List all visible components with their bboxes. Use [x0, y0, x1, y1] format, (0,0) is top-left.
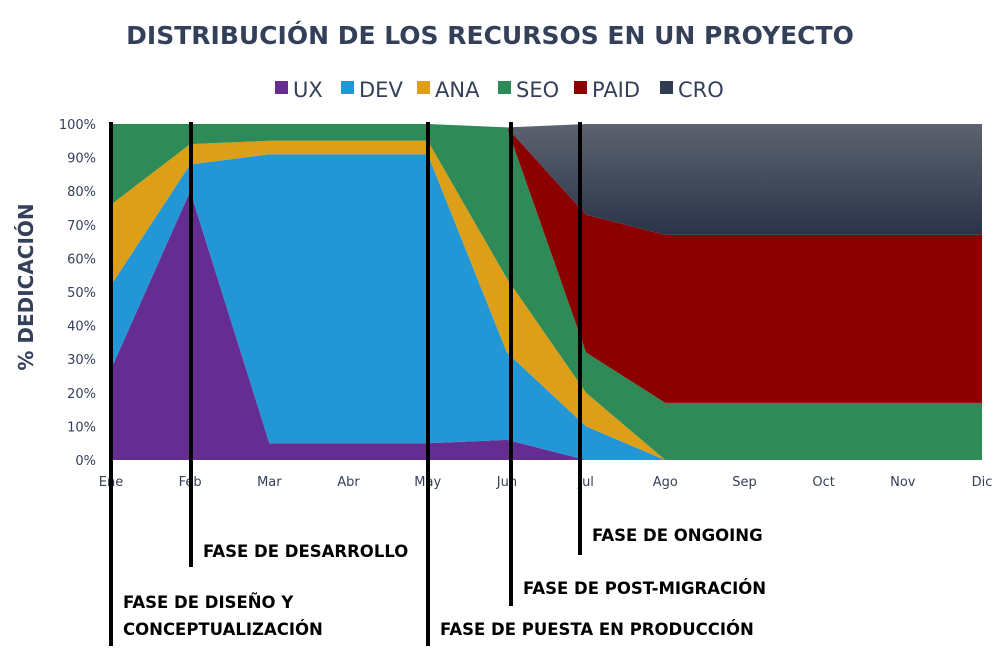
- x-tick-label: Abr: [337, 475, 360, 490]
- phase-markers: FASE DE DISEÑO Y CONCEPTUALIZACIÓN FASE DE…: [109, 122, 766, 646]
- phase-label: FASE DE POST-MIGRACIÓN: [523, 579, 766, 598]
- y-tick-label: 100%: [59, 118, 96, 133]
- phase-label: CONCEPTUALIZACIÓN: [123, 620, 323, 639]
- x-tick-label: Jun: [496, 475, 517, 490]
- phase-label: FASE DE DESARROLLO: [203, 542, 408, 561]
- y-tick-label: 20%: [67, 387, 96, 402]
- phase-label: FASE DE PUESTA EN PRODUCCIÓN: [440, 620, 754, 639]
- x-tick-label: Nov: [890, 475, 916, 490]
- stacked-areas: [111, 124, 982, 461]
- y-tick-label: 90%: [67, 152, 96, 167]
- chart-title: DISTRIBUCIÓN DE LOS RECURSOS EN UN PROYE…: [126, 20, 854, 50]
- phase-label: FASE DE DISEÑO Y: [123, 593, 294, 612]
- y-tick-label: 30%: [67, 353, 96, 368]
- y-tick-label: 60%: [67, 252, 96, 267]
- area-seo: [111, 124, 982, 460]
- area-ux: [111, 191, 982, 460]
- legend-label-dev: DEV: [359, 78, 403, 102]
- legend: UX DEV ANA SEO PAID CRO: [275, 78, 724, 102]
- x-tick-label: Dic: [972, 475, 993, 490]
- legend-swatch-ana: [417, 81, 430, 94]
- x-tick-label: Sep: [732, 475, 757, 490]
- y-tick-label: 0%: [75, 454, 96, 469]
- y-tick-label: 10%: [67, 420, 96, 435]
- y-tick-label: 50%: [67, 286, 96, 301]
- x-tick-label: Ago: [653, 475, 678, 490]
- area-cro: [111, 124, 982, 235]
- legend-label-ux: UX: [293, 78, 323, 102]
- legend-swatch-seo: [498, 81, 511, 94]
- y-tick-label: 70%: [67, 219, 96, 234]
- legend-swatch-paid: [574, 81, 587, 94]
- x-tick-label: Oct: [812, 475, 834, 490]
- legend-label-ana: ANA: [435, 78, 480, 102]
- y-axis-label: % DEDICACIÓN: [14, 203, 38, 370]
- legend-swatch-cro: [660, 81, 673, 94]
- legend-swatch-ux: [275, 81, 288, 94]
- legend-label-seo: SEO: [516, 78, 559, 102]
- legend-swatch-dev: [341, 81, 354, 94]
- legend-label-cro: CRO: [678, 78, 724, 102]
- legend-label-paid: PAID: [592, 78, 640, 102]
- area-dev: [111, 154, 982, 461]
- x-tick-label: Mar: [257, 475, 282, 490]
- y-tick-label: 40%: [67, 320, 96, 335]
- y-tick-label: 80%: [67, 185, 96, 200]
- x-axis-ticks: EneFebMarAbrMayJunJulAgoSepOctNovDic: [99, 475, 993, 490]
- phase-label: FASE DE ONGOING: [592, 526, 763, 545]
- area-paid: [111, 124, 982, 403]
- y-axis-ticks: 0% 10% 20% 30% 40% 50% 60% 70% 80% 90% 100%: [59, 118, 96, 469]
